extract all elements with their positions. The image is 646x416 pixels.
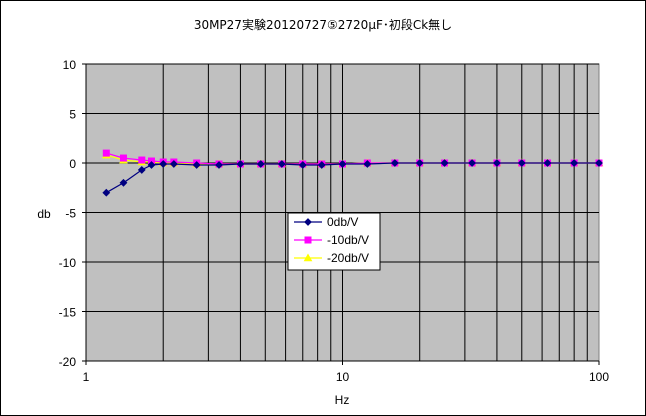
legend-marker	[304, 218, 312, 226]
x-tick-label: 10	[336, 370, 350, 384]
data-point	[256, 160, 265, 168]
data-point	[517, 159, 526, 167]
data-point	[215, 161, 223, 169]
series-0	[102, 159, 603, 197]
y-tick-label: 0	[69, 157, 76, 171]
data-point	[363, 160, 372, 168]
data-point	[236, 160, 245, 168]
data-point	[102, 149, 110, 157]
data-point	[595, 159, 603, 167]
data-point	[119, 178, 128, 187]
legend-item: 0db/V	[294, 215, 358, 229]
data-point	[159, 160, 168, 168]
data-point	[147, 161, 156, 169]
legend-marker	[303, 253, 313, 262]
x-axis-ticks: 1 10 100	[83, 361, 609, 384]
y-tick-label: 5	[69, 108, 76, 122]
data-point	[338, 160, 347, 168]
data-point	[277, 160, 286, 168]
y-tick-label: -15	[59, 306, 77, 320]
y-axis-ticks: 10 5 0 -5 -10 -15 -20	[59, 58, 86, 369]
legend: 0db/V -10db/V -20db/V	[287, 212, 381, 271]
y-axis-label: db	[37, 207, 51, 221]
x-axis-label: Hz	[335, 393, 350, 407]
data-point	[137, 166, 146, 174]
legend-label: -20db/V	[327, 251, 369, 265]
legend-label: 0db/V	[327, 215, 358, 229]
x-tick-label: 1	[83, 370, 90, 384]
data-point	[102, 188, 111, 197]
series-layer	[101, 149, 604, 197]
data-point	[390, 159, 399, 167]
data-point	[317, 161, 326, 169]
data-point	[192, 161, 201, 169]
legend-label: -10db/V	[327, 233, 369, 247]
x-tick-label: 100	[589, 370, 609, 384]
data-point	[415, 159, 424, 167]
data-point	[169, 160, 178, 168]
legend-item: -10db/V	[294, 233, 369, 247]
y-tick-label: -10	[59, 256, 77, 270]
chart-title: 30MP27実験20120727⑤2720μF･初段Ck無し	[194, 17, 452, 32]
data-point	[138, 156, 146, 164]
legend-item: -20db/V	[294, 251, 369, 265]
data-point	[468, 159, 476, 167]
data-point	[543, 159, 552, 167]
data-point	[119, 154, 127, 162]
legend-marker	[304, 236, 312, 244]
y-tick-label: 10	[63, 58, 77, 72]
y-tick-label: -20	[59, 355, 77, 369]
data-point	[298, 161, 307, 169]
y-tick-label: -5	[65, 207, 76, 221]
data-point	[570, 159, 579, 167]
data-point	[440, 159, 449, 167]
data-point	[493, 159, 501, 167]
